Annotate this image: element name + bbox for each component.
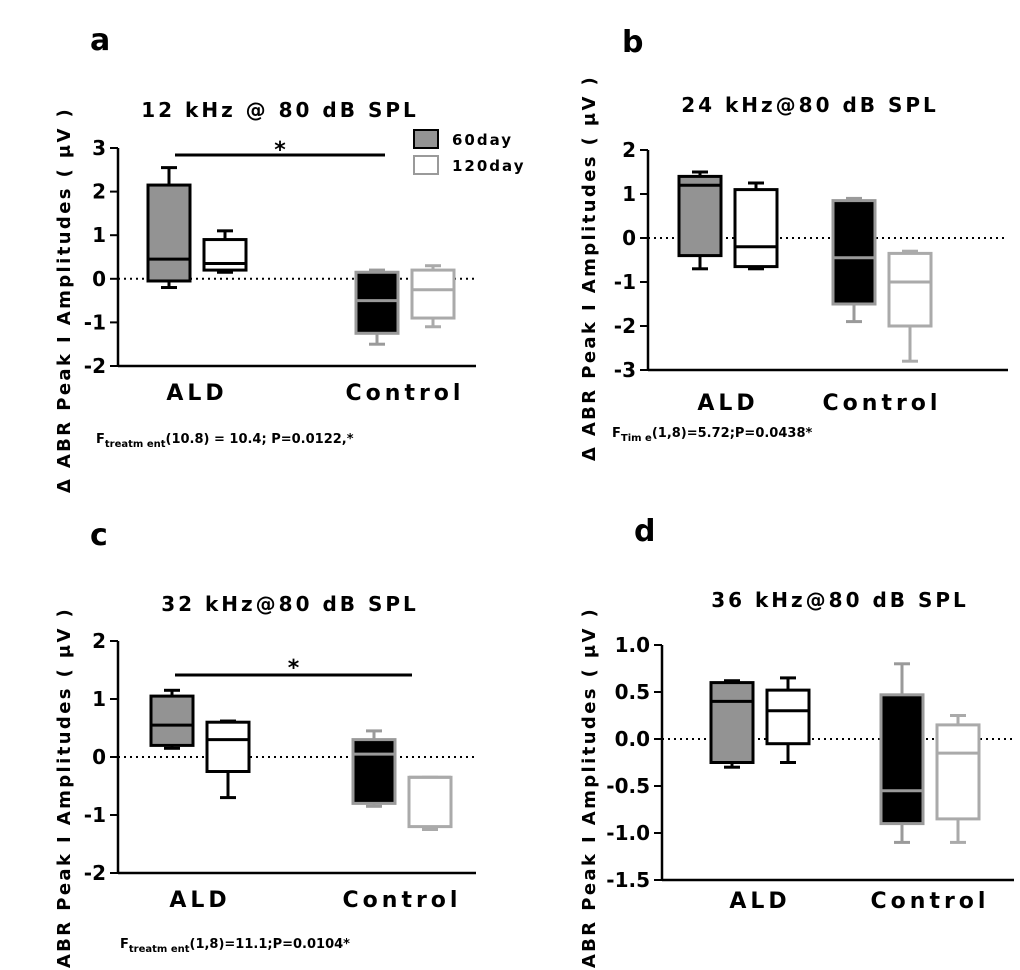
chart-title: 24 kHz@80 dB SPL bbox=[681, 93, 939, 117]
y-tick-label: 1 bbox=[622, 182, 636, 206]
legend: 60day 120day bbox=[413, 129, 526, 175]
y-tick-label: -1 bbox=[614, 270, 636, 294]
y-tick-label: 2 bbox=[622, 138, 636, 162]
x-category-label: Control bbox=[823, 391, 942, 416]
y-tick-label: 0.0 bbox=[615, 727, 650, 751]
y-axis-label: Δ ABR Peak I Amplitudes ( μV ) bbox=[579, 607, 600, 970]
box-control-120day bbox=[410, 264, 456, 329]
box-body bbox=[149, 694, 195, 747]
x-category-label: Control bbox=[346, 381, 465, 406]
box-body bbox=[202, 238, 248, 272]
box-ald-60day bbox=[149, 688, 195, 750]
panel-letter: b bbox=[622, 25, 643, 60]
box-ald-120day bbox=[202, 229, 248, 274]
y-tick-label: -2 bbox=[84, 861, 106, 885]
box-body bbox=[879, 693, 925, 826]
x-category-label: ALD bbox=[697, 391, 758, 416]
panel-letter: d bbox=[634, 514, 655, 549]
y-tick-label: 2 bbox=[92, 629, 106, 653]
box-body bbox=[146, 183, 192, 283]
y-axis-label: Δ ABR Peak I Amplitudes ( μV ) bbox=[54, 107, 75, 493]
box-control-120day bbox=[887, 249, 933, 363]
box-body bbox=[831, 199, 877, 306]
box-body bbox=[354, 270, 400, 335]
box-ald-60day bbox=[677, 170, 723, 271]
box-ald-60day bbox=[709, 679, 755, 769]
y-tick-label: -1 bbox=[84, 310, 106, 334]
box-control-60day bbox=[354, 268, 400, 346]
box-control-60day bbox=[831, 196, 877, 324]
stat-text: Ftreatm ent(10.8) = 10.4; P=0.0122,* bbox=[96, 432, 354, 450]
panel-letter: c bbox=[90, 518, 108, 553]
significance-star: * bbox=[274, 138, 286, 163]
box-body bbox=[410, 268, 456, 320]
legend-swatch-120day bbox=[413, 155, 439, 175]
panel-a: a 12 kHz @ 80 dB SPL Δ ABR Peak I Amplitud… bbox=[54, 23, 476, 493]
chart-title: 12 kHz @ 80 dB SPL bbox=[141, 98, 419, 122]
y-tick-label: 3 bbox=[92, 136, 106, 160]
significance-star: * bbox=[288, 656, 300, 681]
y-tick-label: 0 bbox=[92, 267, 106, 291]
y-tick-label: -0.5 bbox=[606, 774, 650, 798]
y-tick-label: -1.0 bbox=[606, 821, 650, 845]
box-body bbox=[709, 681, 755, 764]
stat-prefix: F bbox=[96, 432, 105, 447]
box-control-60day bbox=[351, 729, 397, 808]
x-category-label: ALD bbox=[166, 381, 227, 406]
panel-b: b 24 kHz@80 dB SPL Δ ABR Peak I Amplitudes… bbox=[579, 25, 1008, 461]
stat-prefix: F bbox=[120, 937, 129, 952]
box-ald-120day bbox=[733, 181, 779, 271]
y-tick-label: -1 bbox=[84, 803, 106, 827]
chart-title: 36 kHz@80 dB SPL bbox=[711, 588, 969, 612]
chart-title: 32 kHz@80 dB SPL bbox=[161, 592, 419, 616]
box-control-60day bbox=[879, 662, 925, 844]
box-control-120day bbox=[935, 714, 981, 844]
box-control-120day bbox=[407, 775, 453, 831]
y-axis-label: Δ ABR Peak I Amplitudes ( μV ) bbox=[54, 607, 75, 970]
legend-swatch-60day bbox=[413, 129, 439, 149]
x-category-label: ALD bbox=[169, 888, 230, 913]
box-body bbox=[935, 723, 981, 821]
panel-c: c 32 kHz@80 dB SPL Δ ABR Peak I Amplitudes… bbox=[54, 518, 476, 970]
box-body bbox=[205, 720, 251, 774]
legend-label: 60day bbox=[452, 131, 513, 149]
box-body bbox=[765, 688, 811, 746]
panel-letter: a bbox=[90, 23, 110, 58]
y-tick-label: 1 bbox=[92, 223, 106, 247]
panel-d: d 36 kHz@80 dB SPL Δ ABR Peak I Amplitudes… bbox=[579, 514, 1014, 970]
y-tick-label: 0.5 bbox=[615, 680, 650, 704]
stat-prefix: F bbox=[612, 426, 621, 441]
y-tick-label: 1.0 bbox=[615, 633, 650, 657]
y-tick-label: -2 bbox=[614, 314, 636, 338]
y-axis-label: Δ ABR Peak I Amplitudes ( μV ) bbox=[579, 75, 600, 461]
y-tick-label: 2 bbox=[92, 180, 106, 204]
stat-text: FTim e(1,8)=5.72;P=0.0438* bbox=[612, 426, 812, 444]
y-tick-label: -1.5 bbox=[606, 868, 650, 892]
stat-subscript: treatm ent bbox=[129, 944, 190, 955]
box-ald-60day bbox=[146, 166, 192, 290]
stat-value: (10.8) = 10.4; P=0.0122,* bbox=[166, 432, 354, 447]
box-ald-120day bbox=[765, 676, 811, 764]
stat-subscript: Tim e bbox=[621, 433, 652, 444]
box-body bbox=[887, 251, 933, 328]
y-tick-label: -3 bbox=[614, 358, 636, 382]
stat-value: (1,8)=11.1;P=0.0104* bbox=[190, 937, 351, 952]
x-category-label: Control bbox=[343, 888, 462, 913]
box-body bbox=[733, 188, 779, 269]
y-tick-label: 0 bbox=[92, 745, 106, 769]
y-tick-label: 1 bbox=[92, 687, 106, 711]
box-ald-120day bbox=[205, 719, 251, 800]
stat-value: (1,8)=5.72;P=0.0438* bbox=[652, 426, 813, 441]
box-body bbox=[407, 775, 453, 829]
stat-subscript: treatm ent bbox=[105, 439, 166, 450]
x-category-label: Control bbox=[871, 889, 990, 914]
y-tick-label: -2 bbox=[84, 354, 106, 378]
box-body bbox=[677, 174, 723, 258]
stat-text: Ftreatm ent(1,8)=11.1;P=0.0104* bbox=[120, 937, 350, 955]
legend-label: 120day bbox=[452, 157, 526, 175]
y-tick-label: 0 bbox=[622, 226, 636, 250]
box-body bbox=[351, 738, 397, 805]
x-category-label: ALD bbox=[729, 889, 790, 914]
